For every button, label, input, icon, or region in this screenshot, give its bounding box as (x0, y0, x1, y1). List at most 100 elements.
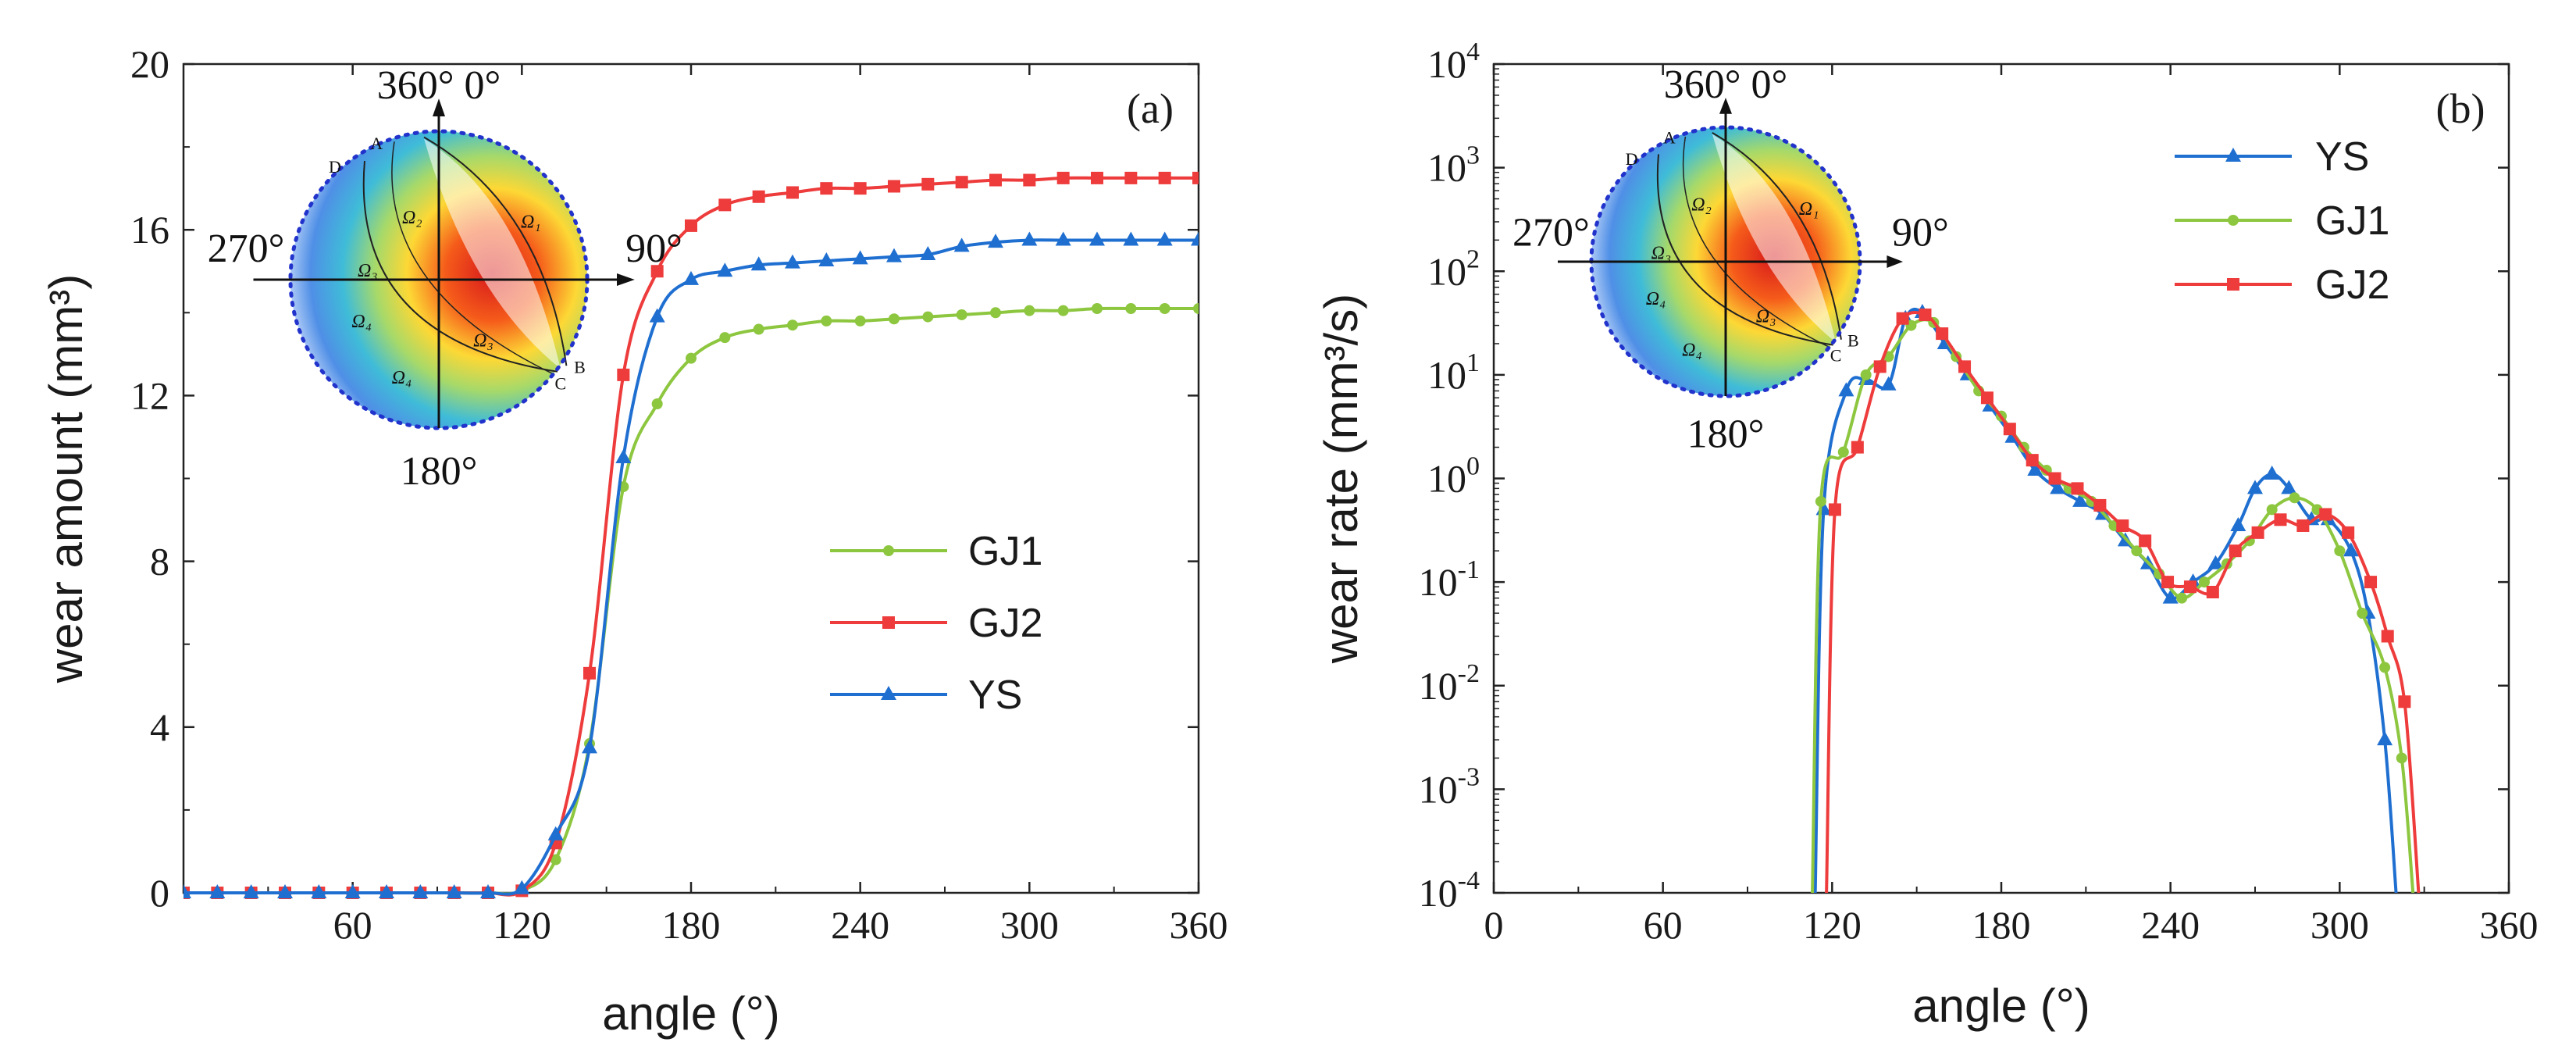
data-point-GJ1 (990, 307, 1001, 319)
y-tick-label: 10-1 (1419, 555, 1480, 604)
inset-diagram: 360° 0° 270° 90° 180° A BC D Ω₁ Ω₂ Ω₃ Ω₃ Ω₄ Ω₄ (208, 63, 682, 494)
series-GJ1 (1811, 316, 2415, 893)
data-point-GJ1 (686, 352, 697, 364)
data-point-GJ2 (1936, 327, 1949, 341)
y-tick-label: 4 (150, 705, 169, 749)
series-line-GJ2 (1825, 310, 2421, 893)
inset-region-label: Ω₄ (1682, 340, 1702, 360)
x-tick-label: 180 (1972, 903, 2031, 947)
data-point-GJ2 (1091, 171, 1103, 184)
data-point-GJ2 (1851, 441, 1864, 454)
inset-point-label: A (1663, 128, 1676, 148)
data-point-YS (582, 739, 597, 754)
data-point-GJ2 (583, 666, 596, 680)
legend-label-GJ2: GJ2 (968, 601, 1042, 646)
series-GJ1 (183, 302, 1199, 898)
y-tick-label: 100 (1427, 452, 1480, 501)
inset-region-label: Ω₄ (392, 368, 412, 388)
inset-point-label: B (574, 358, 586, 377)
inset-label-bottom: 180° (401, 449, 478, 494)
data-point-GJ2 (718, 198, 732, 212)
data-point-GJ2 (2048, 472, 2061, 485)
data-point-GJ1 (2396, 752, 2407, 764)
data-point-GJ1 (651, 398, 663, 410)
data-point-GJ2 (2161, 576, 2175, 589)
data-point-GJ1 (2266, 504, 2278, 516)
data-point-GJ1 (1057, 305, 1069, 316)
y-tick-label: 103 (1427, 141, 1480, 190)
data-point-YS (615, 448, 632, 463)
legend-label-YS: YS (968, 673, 1022, 718)
data-point-GJ2 (617, 368, 630, 381)
x-tick-label: 120 (493, 903, 551, 947)
inset-region-label: Ω₃ (1651, 244, 1672, 264)
data-point-GJ1 (1815, 495, 1826, 507)
inset-region-label: Ω₂ (1691, 195, 1712, 216)
data-point-GJ2 (2093, 498, 2107, 512)
data-point-YS (1156, 231, 1173, 246)
inset-arrow-right-icon (617, 273, 635, 286)
inset-boundary-curve (1682, 136, 1831, 348)
panel-a: 0 4 8 12 16 20 60 120 180 240 300 360 angle (°) wear … (40, 42, 1228, 1040)
data-point-YS (785, 254, 800, 269)
data-point-GJ2 (1919, 308, 1932, 321)
data-point-YS (886, 248, 902, 262)
data-point-GJ2 (2206, 585, 2219, 598)
data-point-GJ1 (2289, 492, 2300, 504)
inset-boundary-curve (1712, 132, 1842, 340)
data-point-YS (2162, 589, 2179, 604)
x-tick-label: 60 (1644, 903, 1683, 947)
y-tick-label: 8 (150, 540, 169, 584)
data-point-YS (1055, 231, 1071, 246)
data-point-YS (649, 308, 665, 323)
panel-b: 10-4 10-3 10-2 10-1 100 101 102 103 104 0 60 120 180… (1315, 37, 2539, 1032)
y-tick-label: 16 (130, 208, 169, 252)
data-point-YS (1191, 231, 1199, 246)
inset-label-bottom: 180° (1687, 412, 1765, 456)
legend-label-GJ1: GJ1 (968, 529, 1042, 574)
data-point-YS (2072, 492, 2089, 507)
data-point-YS (1021, 231, 1038, 246)
data-point-YS (183, 884, 191, 898)
data-point-GJ2 (1124, 171, 1138, 184)
inset-boundary-curve (1656, 154, 1833, 346)
data-point-GJ2 (888, 180, 900, 193)
data-point-GJ2 (2116, 519, 2129, 532)
legend-marker-YS (2225, 148, 2241, 162)
y-tick-label: 101 (1427, 348, 1480, 397)
data-point-GJ2 (2364, 576, 2378, 589)
y-tick-label: 0 (150, 871, 169, 915)
data-point-GJ2 (1896, 312, 1909, 325)
data-point-GJ2 (2274, 513, 2287, 526)
data-point-GJ2 (2071, 482, 2084, 495)
inset-region-label: Ω₃ (1756, 306, 1776, 327)
legend-marker-GJ2 (882, 616, 895, 629)
data-point-GJ2 (853, 182, 867, 195)
y-axis-title: wear rate (mm³/s) (1315, 294, 1367, 664)
data-point-YS (277, 884, 293, 898)
inset-point-label: D (1626, 149, 1638, 169)
inset-region-label: Ω₄ (351, 312, 372, 332)
inset-point-label: A (370, 134, 383, 153)
inset-boundary-curve (423, 136, 568, 366)
data-point-YS (209, 884, 226, 898)
inset-region-label: Ω₁ (1799, 199, 1819, 219)
x-tick-label: 360 (1170, 903, 1228, 947)
inset-region-label: Ω₃ (473, 331, 493, 352)
data-point-YS (2264, 466, 2280, 480)
data-point-GJ1 (1125, 302, 1137, 314)
inset-label-left: 270° (1512, 210, 1590, 255)
inset-streak-region (1712, 134, 1837, 343)
panel-label: (a) (1127, 85, 1174, 132)
data-point-GJ2 (2251, 526, 2264, 539)
data-point-GJ1 (922, 311, 934, 323)
y-tick-label: 12 (130, 373, 169, 417)
data-point-YS (717, 262, 733, 277)
data-point-GJ1 (2199, 576, 2210, 588)
inset-point-label: D (329, 157, 341, 177)
data-point-YS (2027, 461, 2043, 476)
data-point-GJ2 (2296, 519, 2310, 532)
data-point-GJ2 (2398, 695, 2411, 708)
data-point-YS (514, 880, 530, 894)
data-point-GJ1 (821, 315, 832, 327)
